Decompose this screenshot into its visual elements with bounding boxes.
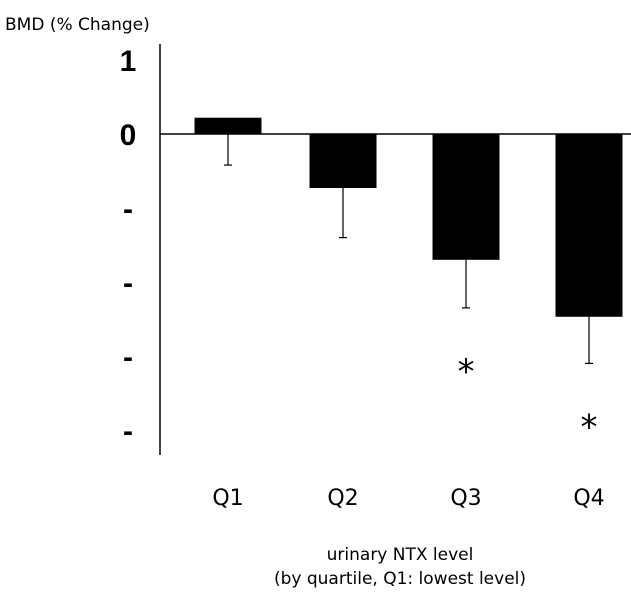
bars-group: ** bbox=[194, 117, 623, 447]
y-axis-label: BMD (% Change) bbox=[5, 15, 150, 35]
significance-marker-q3: * bbox=[458, 352, 475, 392]
bar-q2 bbox=[309, 134, 377, 189]
y-tick-label: - bbox=[123, 341, 133, 374]
bar-q3 bbox=[432, 134, 500, 260]
category-label-q1: Q1 bbox=[212, 486, 243, 511]
y-tick-label: - bbox=[123, 415, 133, 448]
y-tick-label: - bbox=[123, 267, 133, 300]
significance-marker-q4: * bbox=[581, 407, 598, 447]
bar-q1 bbox=[194, 117, 262, 134]
x-axis-label-line1: urinary NTX level bbox=[327, 545, 474, 565]
y-tick-label: - bbox=[123, 193, 133, 226]
y-tick-label: 1 bbox=[120, 45, 137, 78]
category-label-q4: Q4 bbox=[573, 486, 604, 511]
bar-q4 bbox=[555, 134, 623, 317]
category-label-q3: Q3 bbox=[450, 486, 481, 511]
category-label-q2: Q2 bbox=[327, 486, 358, 511]
category-labels: Q1 Q2 Q3 Q4 bbox=[212, 486, 604, 511]
y-tick-labels: 1 0 - - - - bbox=[120, 45, 137, 448]
y-tick-label: 0 bbox=[120, 119, 137, 152]
x-axis-label-line2: (by quartile, Q1: lowest level) bbox=[274, 569, 526, 589]
